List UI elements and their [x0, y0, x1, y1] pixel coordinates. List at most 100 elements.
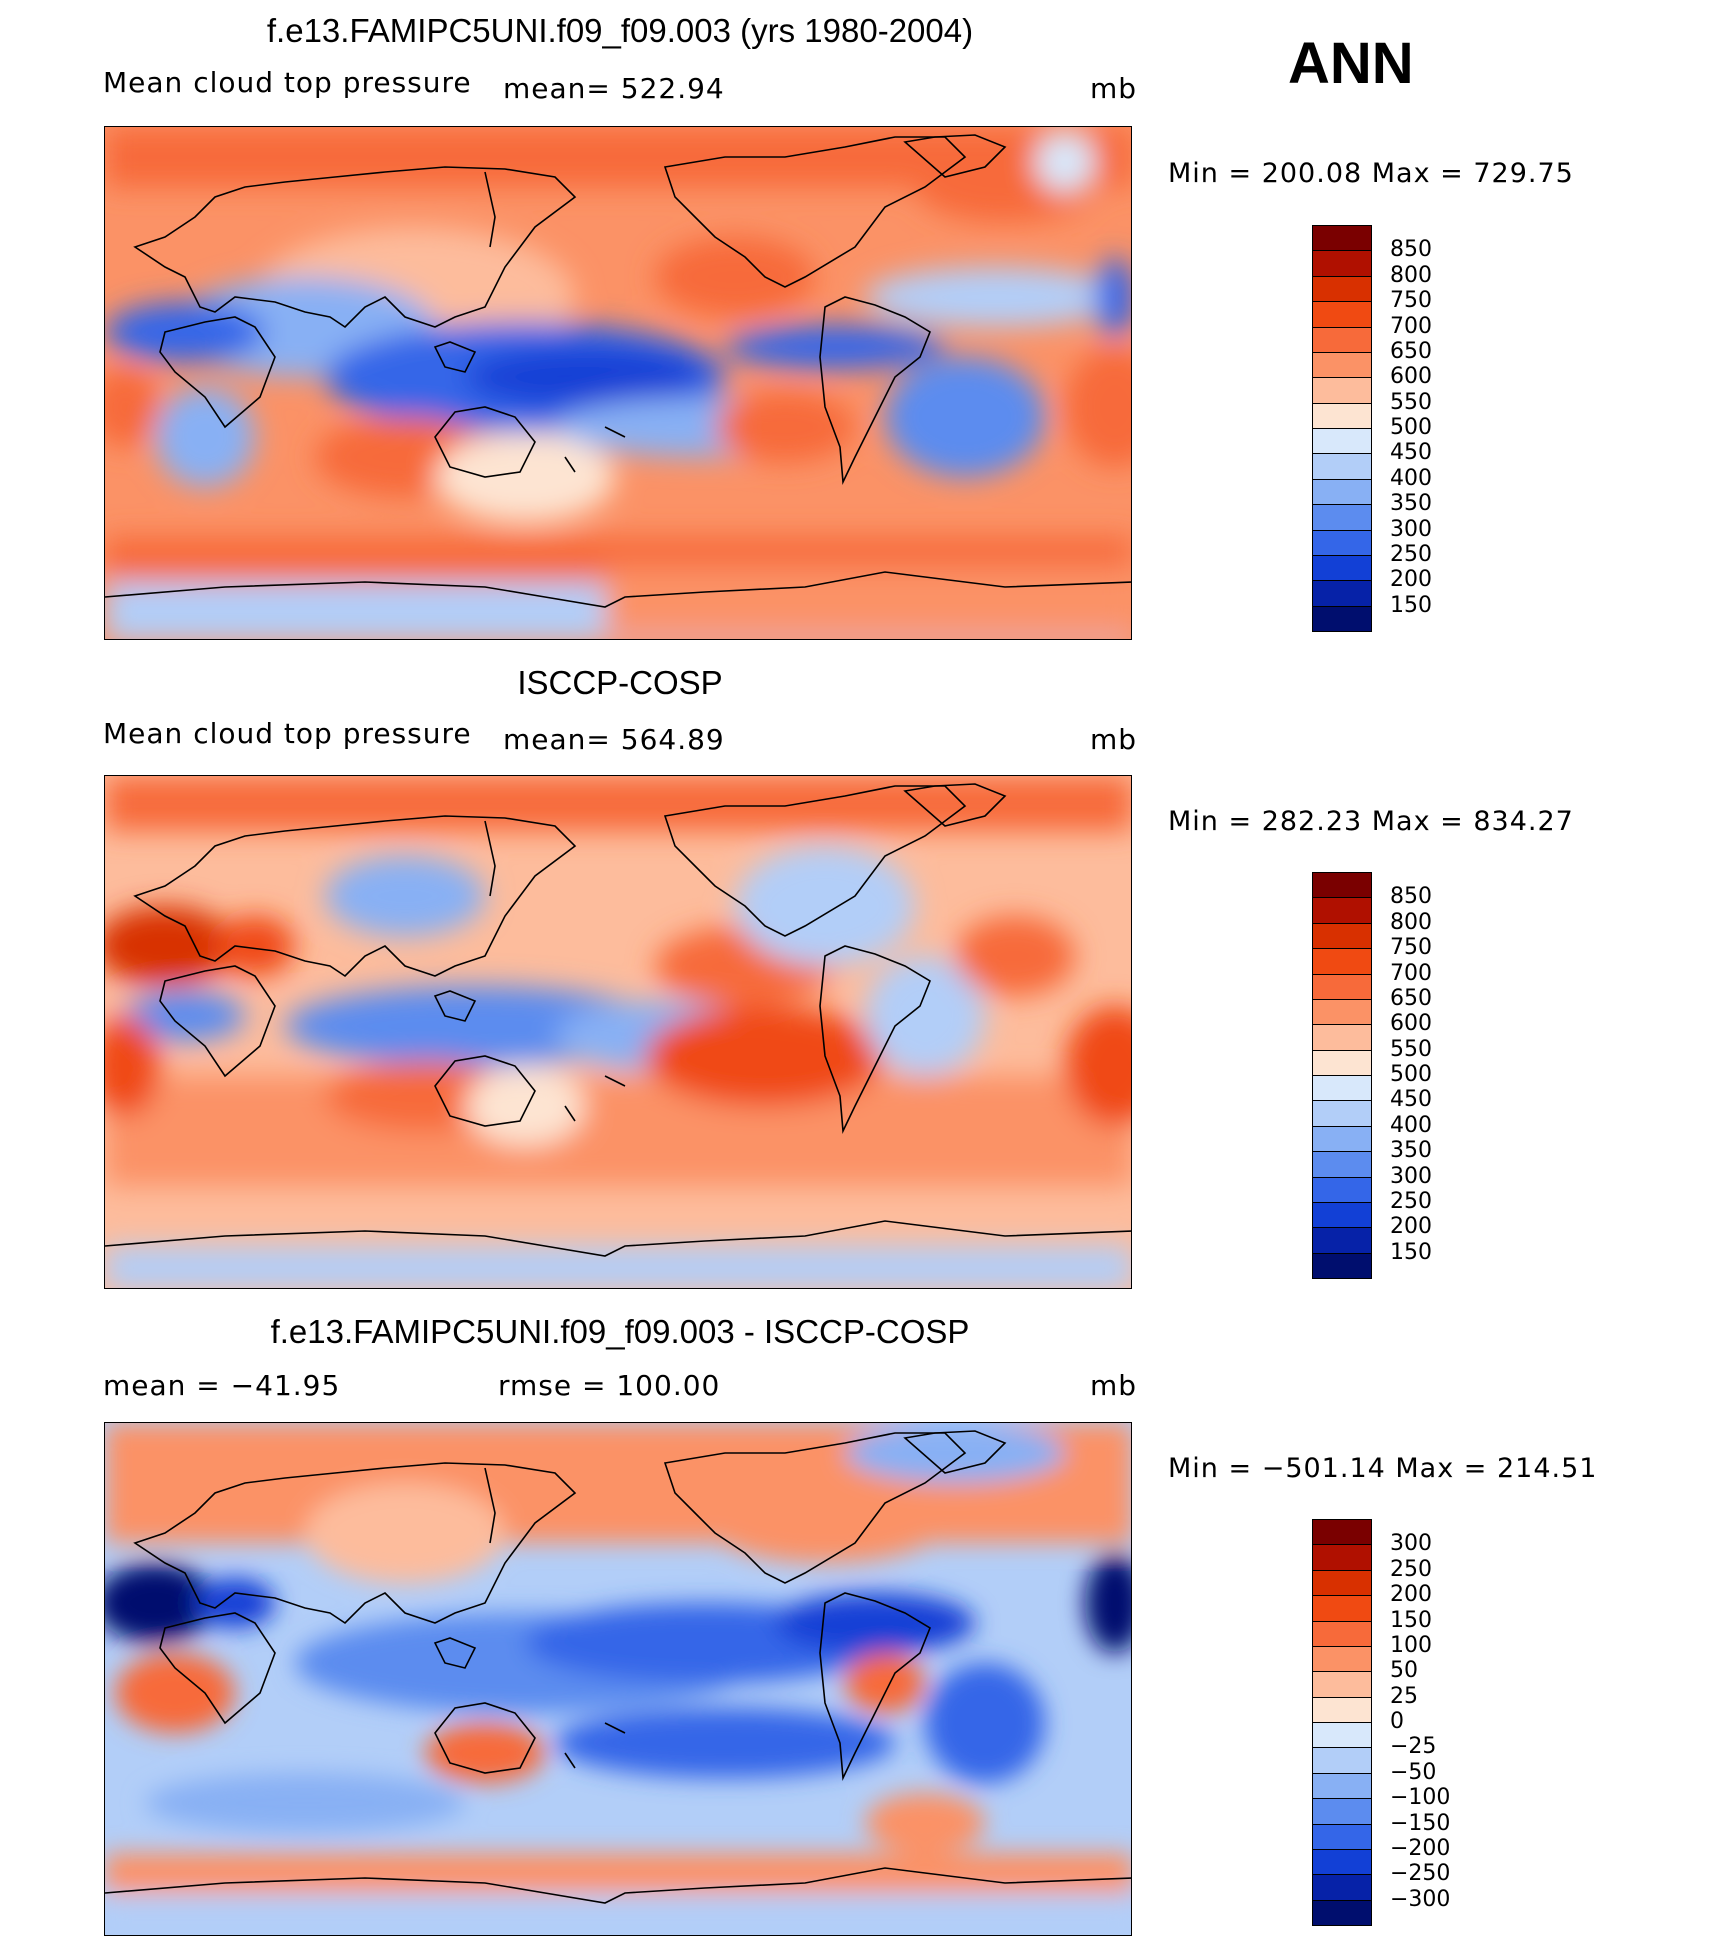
colorbar-swatch: [1312, 529, 1372, 556]
panel-3-minmax: Min = −501.14 Max = 214.51: [1168, 1453, 1598, 1484]
colorbar-swatch: [1312, 973, 1372, 1000]
colorbar-swatch: [1312, 1848, 1372, 1876]
colorbar-swatch: [1312, 1227, 1372, 1254]
colorbar-label: 300: [1390, 1531, 1432, 1557]
colorbar-label: −200: [1390, 1835, 1451, 1861]
colorbar-swatch: [1312, 1519, 1372, 1546]
colorbar-swatch: [1312, 1645, 1372, 1673]
colorbar-swatch: [1312, 1823, 1372, 1850]
panel-2-map: [104, 775, 1132, 1289]
panel-3-mean: mean = −41.95: [103, 1369, 341, 1402]
colorbar-label: 100: [1390, 1632, 1432, 1658]
colorbar-label: 450: [1390, 440, 1432, 466]
colorbar-label: 600: [1390, 1011, 1432, 1037]
panel-3-units: mb: [1090, 1369, 1138, 1402]
colorbar-label: 300: [1390, 1163, 1432, 1189]
colorbar-swatch: [1312, 872, 1372, 899]
colorbar-swatch: [1312, 1899, 1372, 1926]
colorbar-swatch: [1312, 1772, 1372, 1800]
panel-3-title: f.e13.FAMIPC5UNI.f09_f09.003 - ISCCP-COS…: [270, 1313, 970, 1350]
colorbar-swatch: [1312, 1024, 1372, 1051]
colorbar-swatch: [1312, 1722, 1372, 1749]
panel-1-field-label: Mean cloud top pressure: [103, 66, 472, 99]
colorbar-swatch: [1312, 580, 1372, 607]
colorbar-swatch: [1312, 1100, 1372, 1127]
colorbar-swatch: [1312, 1696, 1372, 1723]
colorbar-label: 550: [1390, 1036, 1432, 1062]
colorbar-swatch: [1312, 1874, 1372, 1901]
colorbar-swatch: [1312, 554, 1372, 582]
colorbar-label: 200: [1390, 1214, 1432, 1240]
panel-3-rmse: rmse = 100.00: [498, 1369, 721, 1402]
colorbar-label: 600: [1390, 364, 1432, 390]
colorbar-swatch: [1312, 301, 1372, 328]
season-label: ANN: [1288, 31, 1414, 96]
colorbar-label: 150: [1390, 1239, 1432, 1265]
panel-3-map: [104, 1422, 1132, 1936]
panel-2-minmax: Min = 282.23 Max = 834.27: [1168, 806, 1574, 837]
colorbar-swatch: [1312, 1151, 1372, 1178]
colorbar-label: 700: [1390, 313, 1432, 339]
colorbar-swatch: [1312, 428, 1372, 455]
colorbar-label: 750: [1390, 935, 1432, 961]
colorbar-swatch: [1312, 504, 1372, 531]
panel-1-title: f.e13.FAMIPC5UNI.f09_f09.003 (yrs 1980-2…: [266, 12, 974, 49]
colorbar-label: 500: [1390, 415, 1432, 440]
colorbar-label: 150: [1390, 1607, 1432, 1633]
panel-1-units: mb: [1090, 72, 1138, 105]
colorbar-label: 450: [1390, 1087, 1432, 1113]
colorbar-swatch: [1312, 1075, 1372, 1102]
colorbar-swatch: [1312, 1049, 1372, 1076]
colorbar-label: 500: [1390, 1062, 1432, 1087]
colorbar-label: 250: [1390, 1556, 1432, 1582]
colorbar-swatch: [1312, 1125, 1372, 1153]
colorbar-label: 250: [1390, 541, 1432, 567]
colorbar-label: −50: [1390, 1759, 1437, 1785]
panel-1-mean: mean= 522.94: [503, 72, 725, 105]
colorbar-label: 25: [1390, 1683, 1418, 1709]
colorbar-swatch: [1312, 326, 1372, 353]
panel-3-colorbar: 300 250 200 150 100 50 25 0 −25 −50 −100 −150 −200 −2…: [1312, 1519, 1450, 1926]
colorbar-label: 800: [1390, 262, 1432, 288]
colorbar-label: 0: [1390, 1709, 1404, 1734]
colorbar-swatch: [1312, 250, 1372, 277]
colorbar-swatch: [1312, 1798, 1372, 1825]
colorbar-label: −150: [1390, 1810, 1451, 1836]
colorbar-label: −100: [1390, 1785, 1451, 1811]
colorbar-label: 800: [1390, 909, 1432, 935]
colorbar-label: 750: [1390, 288, 1432, 314]
panel-2-colorbar: 850 800 750 700 650 600 550 500 450 400 350 300 250 2…: [1312, 872, 1432, 1279]
panel-1-map: [104, 126, 1132, 640]
colorbar-label: 150: [1390, 592, 1432, 618]
panel-2-units: mb: [1090, 723, 1138, 756]
colorbar-swatch: [1312, 351, 1372, 379]
colorbar-label: 50: [1390, 1658, 1418, 1684]
colorbar-swatch: [1312, 897, 1372, 924]
colorbar-label: 400: [1390, 1112, 1432, 1138]
colorbar-swatch: [1312, 922, 1372, 950]
colorbar-swatch: [1312, 1595, 1372, 1622]
colorbar-swatch: [1312, 478, 1372, 506]
colorbar-swatch: [1312, 1544, 1372, 1571]
panel-2-mean: mean= 564.89: [503, 723, 725, 756]
colorbar-label: 300: [1390, 516, 1432, 542]
colorbar-swatch: [1312, 225, 1372, 252]
colorbar-label: −250: [1390, 1861, 1451, 1887]
colorbar-label: 250: [1390, 1188, 1432, 1214]
colorbar-swatch: [1312, 998, 1372, 1026]
colorbar-swatch: [1312, 377, 1372, 404]
colorbar-swatch: [1312, 948, 1372, 975]
colorbar-label: 700: [1390, 960, 1432, 986]
colorbar-swatch: [1312, 275, 1372, 303]
colorbar-label: 350: [1390, 1138, 1432, 1164]
colorbar-swatch: [1312, 1201, 1372, 1229]
colorbar-label: 200: [1390, 567, 1432, 593]
colorbar-swatch: [1312, 453, 1372, 480]
colorbar-swatch: [1312, 402, 1372, 429]
colorbar-swatch: [1312, 1747, 1372, 1774]
colorbar-swatch: [1312, 1620, 1372, 1647]
colorbar-swatch: [1312, 605, 1372, 632]
panel-2-field-label: Mean cloud top pressure: [103, 717, 472, 750]
colorbar-label: 400: [1390, 465, 1432, 491]
colorbar-label: 200: [1390, 1582, 1432, 1608]
